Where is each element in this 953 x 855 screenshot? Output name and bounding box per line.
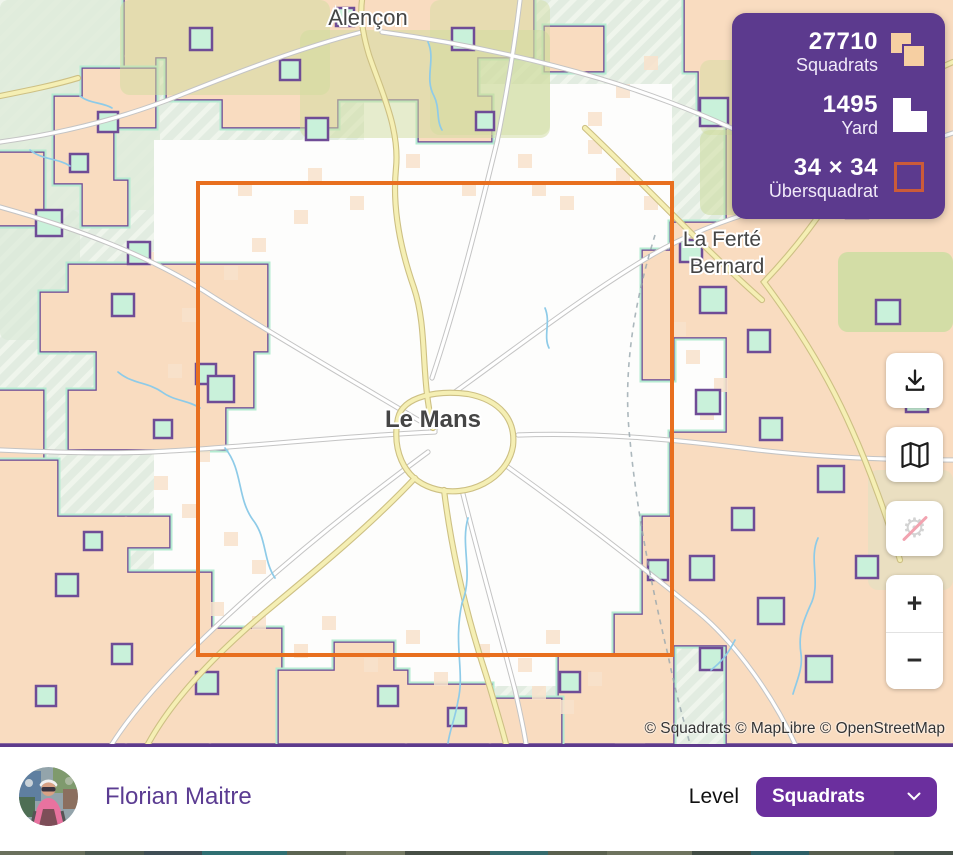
map-container: Alençon La Ferté Bernard Le Mans 27710 Squa… — [0, 0, 953, 744]
zoom-out-button[interactable]: − — [886, 632, 943, 689]
stat-row-ubersquadrat: 34 × 34 Übersquadrat — [748, 155, 929, 201]
stat-row-squadrats: 27710 Squadrats — [748, 29, 929, 75]
avatar[interactable] — [19, 767, 78, 826]
admin-boundary — [626, 234, 691, 744]
stat-row-yard: 1495 Yard — [748, 92, 929, 138]
yard-count: 1495 — [822, 91, 878, 119]
chevron-down-icon — [907, 792, 921, 801]
label-lemans: Le Mans — [385, 406, 481, 433]
ubersquadrat-outline — [196, 181, 674, 657]
roads-layer — [0, 0, 953, 744]
map-icon — [900, 441, 929, 468]
stats-panel: 27710 Squadrats 1495 Yard 34 × 34 Übersq… — [732, 13, 945, 220]
download-button[interactable] — [886, 353, 943, 408]
squadrats-label: Squadrats — [795, 55, 878, 76]
download-icon — [905, 368, 924, 391]
footer-bar: Florian Maitre Level Squadrats — [0, 747, 953, 846]
hide-squadrats-button[interactable]: ⚙ — [886, 501, 943, 556]
user-name[interactable]: Florian Maitre — [105, 782, 252, 810]
streams-layer — [29, 41, 819, 744]
below-fold-image-edge — [0, 846, 953, 855]
squadrats-hidden-icon: ⚙ — [900, 514, 930, 544]
zoom-in-button[interactable]: + — [886, 575, 943, 633]
squadrats-icon — [891, 33, 929, 71]
ubersquadrat-size: 34 × 34 — [793, 154, 878, 182]
level-value: Squadrats — [772, 785, 865, 807]
squadrats-count: 27710 — [808, 28, 878, 55]
map-attribution[interactable]: © Squadrats © MapLibre © OpenStreetMap — [644, 720, 946, 737]
ubersquadrat-icon — [891, 159, 929, 197]
map-controls: ⚙ + − — [886, 353, 943, 689]
level-dropdown[interactable]: Squadrats — [756, 776, 937, 817]
label-laferte-2: Bernard — [690, 255, 765, 278]
ubersquadrat-label: Übersquadrat — [768, 181, 878, 202]
label-laferte-1: La Ferté — [683, 228, 761, 251]
label-alencon: Alençon — [328, 5, 408, 30]
footer-divider — [0, 744, 953, 747]
level-label: Level — [688, 784, 739, 808]
map-style-button[interactable] — [886, 427, 943, 482]
zoom-control: + − — [886, 575, 943, 689]
yard-icon — [891, 96, 929, 134]
yard-label: Yard — [841, 118, 878, 139]
